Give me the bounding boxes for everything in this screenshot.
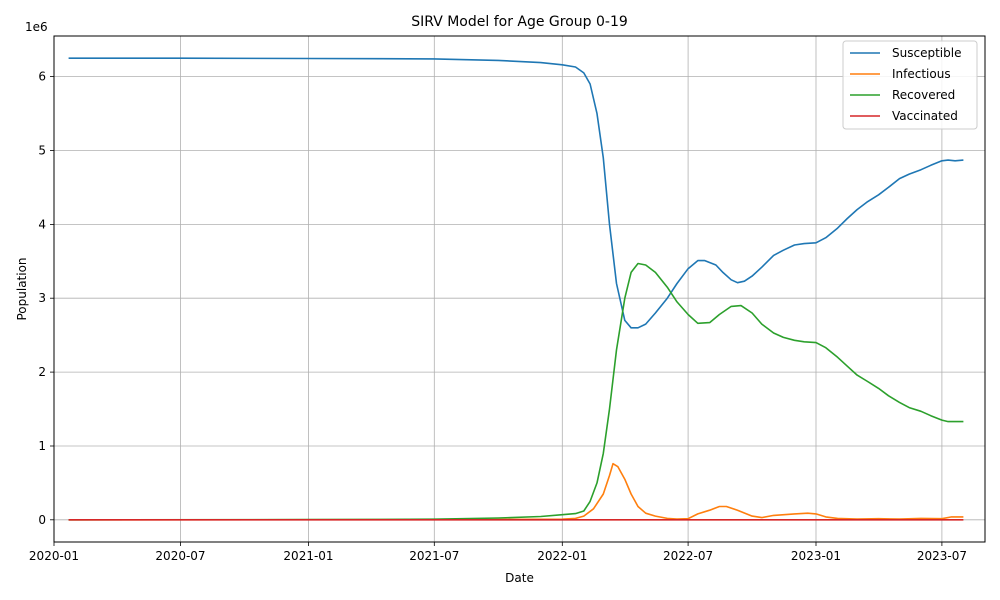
y-tick-label: 3 <box>38 291 46 305</box>
y-axis-label: Population <box>15 257 29 320</box>
x-tick-label: 2021-07 <box>409 549 459 563</box>
legend-label-recovered: Recovered <box>892 88 955 102</box>
y-tick-label: 6 <box>38 70 46 84</box>
x-tick-label: 2022-01 <box>537 549 587 563</box>
x-axis: 2020-01 2020-07 2021-01 2021-07 2022-01 2022-… <box>29 542 967 563</box>
plot-frame <box>53 35 986 543</box>
legend-label-vaccinated: Vaccinated <box>892 109 958 123</box>
y-axis: 0 1 2 3 4 5 6 <box>38 70 54 527</box>
x-axis-label: Date <box>505 571 534 585</box>
series-line-infectious <box>68 462 964 521</box>
series-line-recovered <box>68 262 964 521</box>
series-lines <box>68 57 964 521</box>
y-tick-label: 2 <box>38 365 46 379</box>
y-tick-label: 4 <box>38 217 46 231</box>
y-tick-label: 5 <box>38 144 46 158</box>
x-tick-label: 2023-07 <box>917 549 967 563</box>
legend-label-susceptible: Susceptible <box>892 46 961 60</box>
y-offset-label: 1e6 <box>25 20 48 34</box>
x-tick-label: 2020-01 <box>29 549 79 563</box>
chart-title: SIRV Model for Age Group 0-19 <box>411 14 628 30</box>
grid <box>53 36 985 542</box>
legend-box <box>842 40 978 130</box>
y-tick-label: 1 <box>38 439 46 453</box>
legend: Susceptible Infectious Recovered Vaccinated <box>842 40 978 130</box>
x-tick-label: 2023-01 <box>791 549 841 563</box>
series-line-susceptible <box>68 57 964 329</box>
y-tick-label: 0 <box>38 513 46 527</box>
x-tick-label: 2020-07 <box>155 549 205 563</box>
x-tick-label: 2021-01 <box>283 549 333 563</box>
x-tick-label: 2022-07 <box>663 549 713 563</box>
legend-label-infectious: Infectious <box>892 67 951 81</box>
